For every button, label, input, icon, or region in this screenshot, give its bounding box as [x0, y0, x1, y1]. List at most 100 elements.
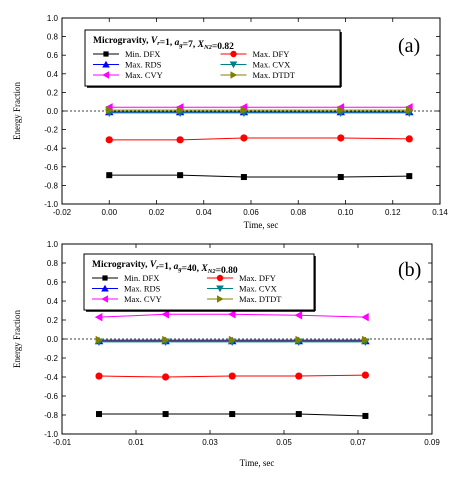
legend-entry: Max. RDS — [93, 60, 162, 70]
legend-entry-label: Min. DFX — [124, 273, 159, 283]
data-point — [95, 335, 104, 345]
legend-entry-label: Max. DTDT — [239, 294, 282, 304]
x-tick-label: 0.12 — [385, 208, 401, 217]
y-tick-label: -1.0 — [44, 430, 58, 439]
data-point — [106, 172, 113, 179]
legend-swatch-marker — [102, 71, 110, 79]
data-point — [295, 411, 302, 418]
y-tick-label: -0.8 — [44, 411, 58, 420]
series-max-cvy — [94, 310, 369, 322]
legend-entry-label: Max. RDS — [125, 60, 162, 70]
x-tick-label: 0.06 — [243, 208, 259, 217]
y-tick-label: 0.0 — [47, 335, 59, 344]
series-max-dfy — [105, 134, 413, 144]
data-point — [228, 310, 236, 319]
chart-panel-a: -1.0 -0.8 -0.6 -0.4 -0.2 0.0 0.2 0.4 0.6 0.8 1.0 -0… — [12, 14, 448, 230]
x-axis-label: Time, sec — [244, 220, 279, 230]
data-point — [95, 372, 103, 380]
legend-entry-label: Max. CVX — [239, 284, 277, 294]
y-tick-label: -0.8 — [44, 181, 58, 190]
x-tick-label: 0.02 — [149, 208, 165, 217]
data-point — [362, 335, 370, 345]
x-tick-label: 0.14 — [432, 208, 448, 217]
y-tick-label: -0.6 — [44, 392, 58, 401]
x-axis-label: Time, sec — [240, 458, 275, 468]
data-point — [105, 105, 114, 115]
x-tick-label: 0.04 — [196, 208, 212, 217]
legend-entry-label: Max. DFY — [253, 49, 290, 59]
legend-entry: Max. DFY — [220, 49, 290, 59]
y-tick-label: 0.6 — [47, 278, 59, 287]
x-tick-label: 0.08 — [290, 208, 306, 217]
x-tick-label: -0.02 — [53, 208, 72, 217]
series-line — [109, 137, 410, 141]
legend-entry: Max. CVY — [93, 70, 163, 80]
data-point — [162, 373, 170, 381]
y-tick-label: 1.0 — [47, 14, 59, 23]
legend-title: Microgravity, Vr=1, ag=40, XN2=0.80 — [92, 260, 238, 276]
data-point — [96, 411, 102, 418]
legend: Microgravity, Vr=1, ag=40, XN2=0.80Min. … — [83, 253, 316, 312]
y-tick-label: 0.2 — [47, 88, 59, 97]
data-point — [229, 411, 236, 418]
legend-entry-label: Max. DFY — [239, 273, 276, 283]
data-point — [337, 174, 344, 181]
legend-swatch-marker — [230, 50, 237, 58]
data-point — [337, 134, 345, 142]
y-tick-label: 0.8 — [47, 259, 59, 268]
legend-title: Microgravity, Vr=1, ag=7, XN2=0.82 — [93, 36, 234, 52]
y-tick-label: 0.0 — [47, 107, 59, 116]
legend-entry: Max. DTDT — [207, 294, 282, 304]
legend-entry: Max. CVX — [220, 60, 290, 70]
y-tick-label: -0.4 — [44, 373, 58, 382]
legend-entry: Max. RDS — [92, 284, 161, 294]
legend-swatch-marker — [101, 284, 109, 292]
x-tick-label: 0.09 — [424, 438, 440, 447]
legend-swatch-marker — [216, 295, 224, 303]
legend-swatch-marker — [216, 274, 224, 282]
data-point — [240, 134, 248, 142]
y-axis-label: Energy Fraction — [12, 309, 22, 368]
data-point — [361, 371, 369, 379]
data-point — [162, 411, 169, 418]
data-point — [162, 335, 170, 345]
y-tick-label: -0.2 — [44, 126, 58, 135]
legend-entry-label: Max. DTDT — [253, 70, 296, 80]
series-max-dtdt — [105, 105, 414, 115]
data-point — [405, 135, 413, 143]
data-point — [295, 335, 303, 345]
legend-swatch-marker — [103, 51, 109, 57]
y-tick-label: 1.0 — [47, 240, 59, 249]
data-point — [405, 105, 414, 115]
data-point — [240, 105, 249, 115]
x-tick-label: 0.10 — [338, 208, 354, 217]
legend-entry: Max. DTDT — [220, 70, 296, 80]
legend-box — [83, 253, 315, 311]
data-point — [362, 412, 369, 419]
data-point — [176, 136, 184, 144]
y-tick-label: 0.6 — [47, 51, 59, 60]
data-point — [295, 372, 303, 380]
data-point — [406, 173, 413, 180]
data-point — [240, 174, 247, 181]
y-tick-label: 0.4 — [47, 297, 59, 306]
legend-entry: Min. DFX — [93, 49, 160, 59]
legend-swatch-marker — [102, 275, 108, 281]
legend-entry-label: Max. RDS — [124, 284, 161, 294]
legend-entry: Max. CVX — [207, 284, 277, 294]
x-tick-label: 0.01 — [128, 438, 144, 447]
panel-label: (a) — [398, 35, 420, 57]
y-tick-label: -0.4 — [44, 144, 58, 153]
data-point — [161, 310, 169, 319]
legend-entry: Max. DFY — [207, 273, 276, 283]
y-tick-label: 0.2 — [47, 316, 59, 325]
x-tick-label: 0.00 — [101, 208, 117, 217]
series-min-dfx — [106, 172, 413, 181]
series-max-dfy — [95, 371, 369, 381]
data-point — [105, 136, 113, 144]
legend-box — [84, 29, 341, 87]
legend-swatch-marker — [101, 295, 109, 303]
y-tick-label: -0.2 — [44, 354, 58, 363]
data-point — [228, 372, 236, 380]
